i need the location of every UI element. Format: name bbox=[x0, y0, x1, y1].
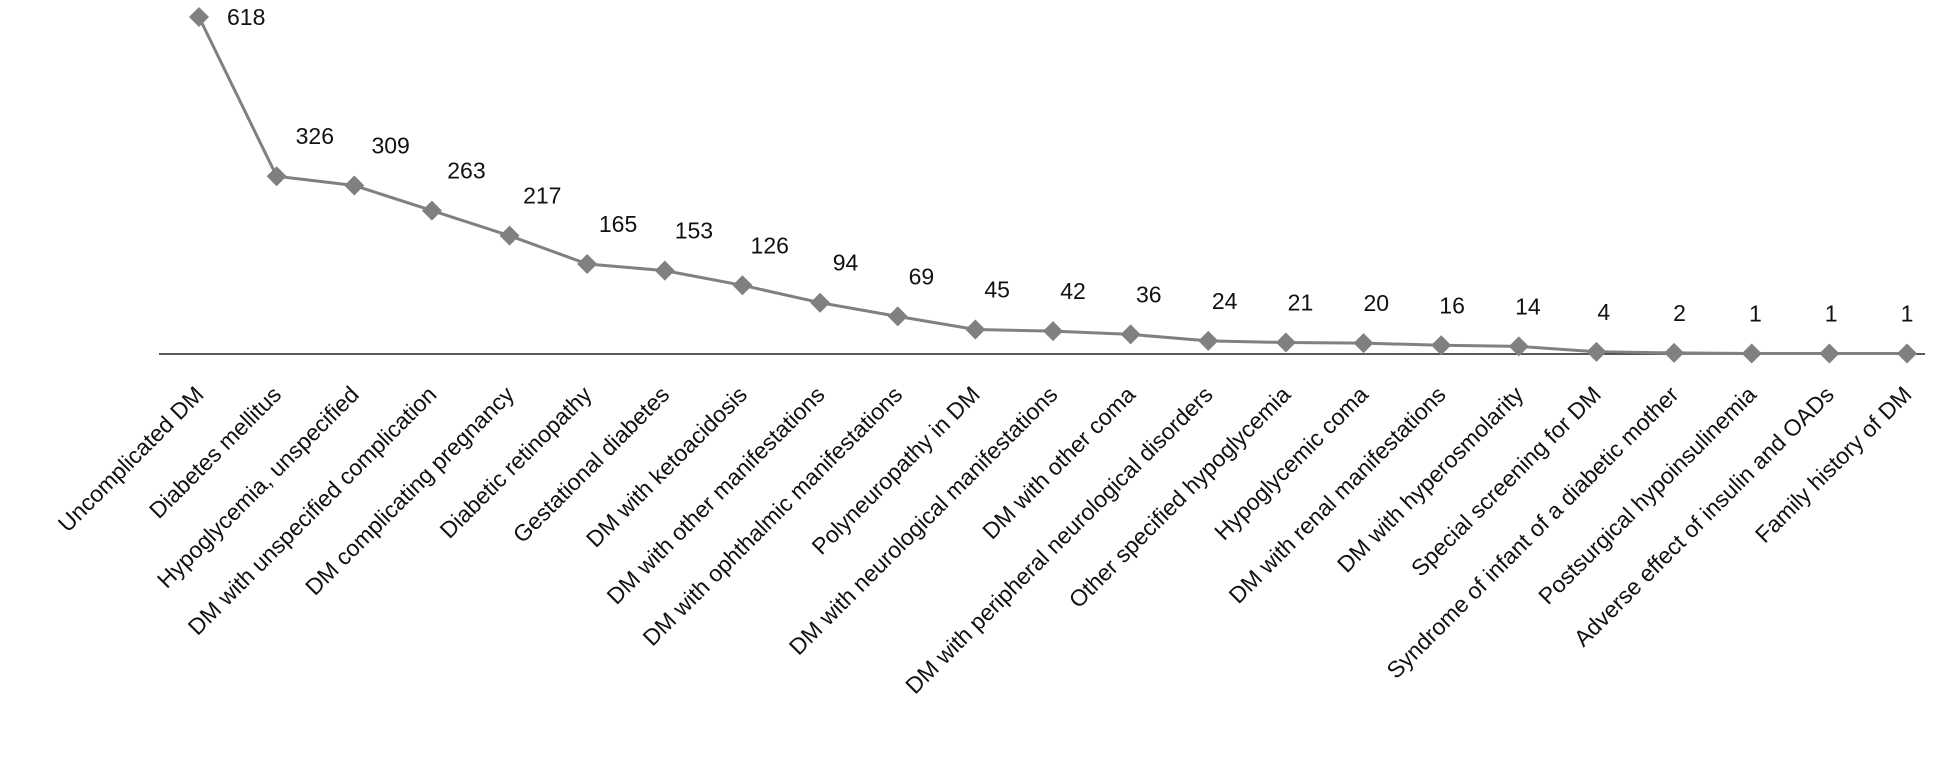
data-label: 1 bbox=[1749, 300, 1762, 326]
point-marker bbox=[1431, 335, 1452, 356]
data-label: 20 bbox=[1363, 290, 1389, 316]
x-tick-label: Diabetes mellitus bbox=[144, 381, 286, 523]
data-label: 69 bbox=[909, 263, 935, 289]
series-line bbox=[197, 16, 1907, 355]
data-label: 24 bbox=[1212, 288, 1238, 314]
point-marker bbox=[1198, 330, 1219, 351]
point-marker bbox=[577, 254, 598, 275]
point-marker bbox=[1353, 333, 1374, 354]
point-marker bbox=[1819, 343, 1840, 364]
point-marker bbox=[965, 319, 986, 340]
data-label: 36 bbox=[1136, 281, 1162, 307]
point-marker bbox=[1586, 341, 1607, 362]
x-tick-label: Hypoglycemic coma bbox=[1209, 381, 1373, 545]
point-marker bbox=[189, 7, 209, 27]
point-marker bbox=[1043, 321, 1063, 342]
point-marker bbox=[1897, 343, 1917, 364]
data-label: 2 bbox=[1673, 300, 1686, 326]
data-label: 126 bbox=[751, 232, 789, 258]
x-tick-label: Family history of DM bbox=[1750, 381, 1917, 548]
point-marker bbox=[499, 225, 520, 246]
data-label: 217 bbox=[523, 183, 561, 209]
data-label: 153 bbox=[675, 218, 713, 244]
x-tick-label: DM with other coma bbox=[977, 381, 1140, 544]
point-marker bbox=[1275, 332, 1296, 353]
data-label: 263 bbox=[447, 158, 485, 184]
point-marker bbox=[654, 260, 675, 281]
point-marker bbox=[810, 292, 831, 313]
point-marker bbox=[421, 200, 442, 221]
data-label: 45 bbox=[984, 276, 1010, 302]
x-tick-label: DM with neurological manifestations bbox=[784, 381, 1063, 660]
data-label: 618 bbox=[227, 4, 265, 30]
point-marker bbox=[1120, 324, 1141, 345]
data-label: 1 bbox=[1901, 300, 1914, 326]
x-tick-label: Syndrome of infant of a diabetic mother bbox=[1381, 381, 1683, 683]
data-label: 42 bbox=[1060, 278, 1086, 304]
data-label: 165 bbox=[599, 211, 637, 237]
point-marker bbox=[1664, 342, 1685, 363]
x-tick-label: Diabetic retinopathy bbox=[435, 381, 597, 543]
data-label: 309 bbox=[371, 133, 409, 159]
x-tick-label: Uncomplicated DM bbox=[53, 381, 209, 537]
point-marker bbox=[732, 275, 753, 296]
data-label: 16 bbox=[1439, 292, 1465, 318]
data-label: 21 bbox=[1288, 290, 1314, 316]
point-marker bbox=[1508, 336, 1529, 357]
data-label: 14 bbox=[1515, 293, 1541, 319]
data-label: 326 bbox=[296, 123, 334, 149]
point-marker bbox=[1741, 343, 1762, 364]
point-marker bbox=[887, 306, 908, 327]
data-label: 1 bbox=[1825, 300, 1838, 326]
point-marker bbox=[266, 166, 287, 187]
point-marker bbox=[344, 175, 365, 196]
data-label: 4 bbox=[1597, 299, 1610, 325]
data-label: 94 bbox=[833, 250, 859, 276]
